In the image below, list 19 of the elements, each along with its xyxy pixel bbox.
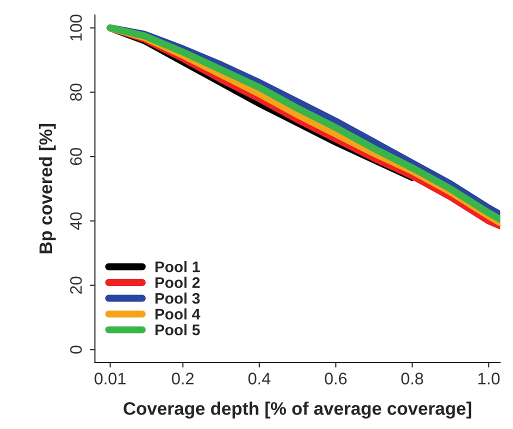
y-tick-label: 20 <box>70 276 82 294</box>
x-tick-label: 0.6 <box>324 372 347 384</box>
y-axis-title: Bp covered [%] <box>38 124 56 254</box>
x-tick-label: 0.01 <box>94 372 126 384</box>
y-tick-label: 100 <box>70 14 82 41</box>
legend-label: Pool 4 <box>156 308 200 320</box>
legend-label: Pool 3 <box>156 292 200 304</box>
y-tick-label: 60 <box>70 148 82 166</box>
y-tick-label: 0 <box>70 346 82 354</box>
x-tick-label: 1.0 <box>478 372 500 384</box>
x-tick-label: 0.4 <box>248 372 270 384</box>
y-tick-label: 40 <box>70 212 82 230</box>
legend-label: Pool 5 <box>156 324 200 336</box>
x-axis-title: Coverage depth [% of average coverage] <box>124 402 472 419</box>
legend-label: Pool 2 <box>156 276 200 288</box>
legend-label: Pool 1 <box>156 261 200 272</box>
x-tick-label: 0.2 <box>172 372 194 384</box>
y-tick-label: 80 <box>70 84 82 101</box>
x-tick-label: 0.8 <box>401 372 424 384</box>
